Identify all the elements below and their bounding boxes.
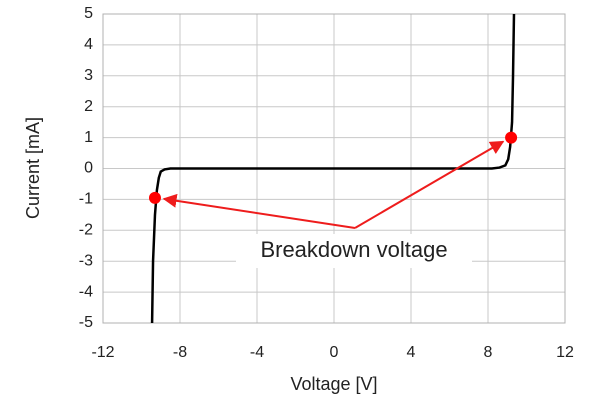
y-tick-label: -4 xyxy=(79,283,93,300)
x-tick-label: 4 xyxy=(407,344,416,361)
annotation-arrow xyxy=(354,140,505,229)
y-tick-label: 3 xyxy=(84,67,93,84)
x-axis-title: Voltage [V] xyxy=(290,374,377,394)
breakdown-point xyxy=(505,131,518,144)
y-tick-label: 4 xyxy=(84,36,93,53)
x-tick-label: 12 xyxy=(556,344,574,361)
plot-border xyxy=(102,13,566,324)
y-tick-label: -5 xyxy=(79,314,93,331)
y-tick-label: 0 xyxy=(84,160,93,177)
x-tick-label: -4 xyxy=(250,344,264,361)
x-tick-label: 0 xyxy=(330,344,339,361)
annotation: Breakdown voltage xyxy=(260,237,447,262)
y-tick-label: 2 xyxy=(84,98,93,115)
x-tick-label: 8 xyxy=(484,344,493,361)
annotation-bg xyxy=(236,234,472,268)
y-tick-label: -2 xyxy=(79,222,93,239)
y-tick-label: 1 xyxy=(84,129,93,146)
annotation-arrow xyxy=(162,193,356,229)
x-tick-label: -8 xyxy=(173,344,187,361)
iv-curve xyxy=(150,13,516,324)
y-axis-title: Current [mA] xyxy=(23,117,43,219)
y-tick-label: 5 xyxy=(84,5,93,22)
y-tick-label: -3 xyxy=(79,252,93,269)
breakdown-point xyxy=(148,191,161,204)
x-tick-label: -12 xyxy=(91,344,114,361)
y-tick-label: -1 xyxy=(79,191,93,208)
